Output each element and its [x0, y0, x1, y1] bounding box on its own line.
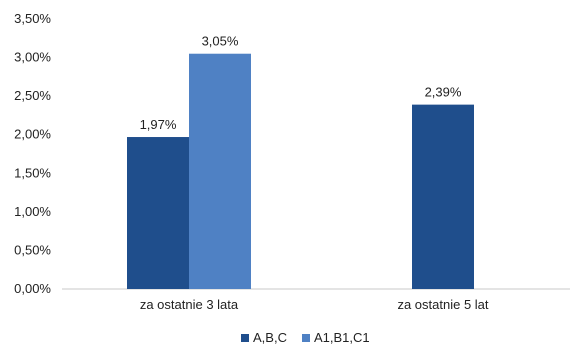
- legend-label: A,B,C: [253, 330, 287, 345]
- y-tick-label: 0,50%: [14, 242, 51, 257]
- data-label: 3,05%: [202, 34, 239, 49]
- bar: [127, 137, 189, 289]
- y-tick-label: 1,50%: [14, 165, 51, 180]
- bar: [412, 104, 474, 289]
- data-labels: 1,97% 3,05% 2,39%: [140, 34, 462, 132]
- bar: [189, 53, 251, 289]
- x-tick-label: za ostatnie 5 lat: [397, 297, 488, 312]
- legend-swatch: [302, 334, 310, 342]
- legend-label: A1,B1,C1: [314, 330, 370, 345]
- legend-swatch: [241, 334, 249, 342]
- y-tick-label: 2,00%: [14, 127, 51, 142]
- y-tick-label: 1,00%: [14, 204, 51, 219]
- y-tick-label: 3,50%: [14, 11, 51, 26]
- legend: A,B,C A1,B1,C1: [241, 330, 370, 345]
- y-tick-label: 3,00%: [14, 50, 51, 65]
- bars: [127, 53, 474, 289]
- data-label: 2,39%: [425, 85, 462, 100]
- x-tick-label: za ostatnie 3 lata: [140, 297, 239, 312]
- y-tick-label: 2,50%: [14, 88, 51, 103]
- data-label: 1,97%: [140, 117, 177, 132]
- y-tick-label: 0,00%: [14, 281, 51, 296]
- y-axis-ticks: 0,00% 0,50% 1,00% 1,50% 2,00% 2,50% 3,00% 3,50%: [14, 11, 51, 296]
- x-axis-labels: za ostatnie 3 lata za ostatnie 5 lat: [140, 297, 489, 312]
